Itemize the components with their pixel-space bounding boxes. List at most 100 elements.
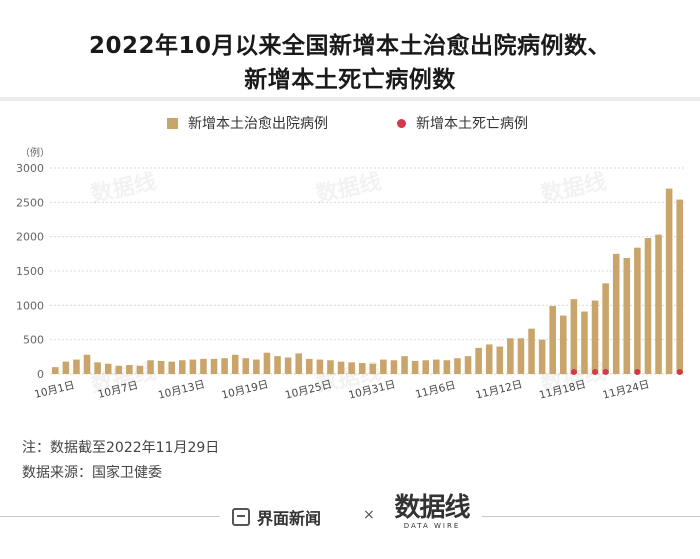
bar: [422, 360, 429, 374]
bar: [443, 360, 451, 374]
bar: [274, 356, 281, 374]
death-dot: [602, 369, 609, 375]
bar: [507, 338, 514, 374]
bar: [147, 360, 154, 374]
legend-item-recovered: 新增本土治愈出院病例: [167, 113, 328, 133]
bar: [485, 344, 493, 374]
x-tick-label: 10月25日: [284, 378, 333, 401]
bar: [348, 362, 355, 374]
legend-item-deaths: 新增本土死亡病例: [397, 113, 528, 133]
legend-swatch-deaths: [397, 118, 406, 128]
bar: [676, 199, 683, 374]
bar: [358, 363, 366, 374]
bar: [369, 363, 377, 374]
bar-chart: （例）050010001500200025003000数据线 数据线 数据线数据线数…: [16, 146, 685, 402]
x-tick-label: 11月12日: [474, 378, 523, 401]
y-tick-label: 0: [37, 368, 44, 381]
legend-label-recovered: 新增本土治愈出院病例: [188, 116, 328, 132]
y-tick-label: 500: [23, 334, 44, 347]
bar: [284, 357, 292, 374]
bar: [136, 365, 144, 374]
x-tick-label: 10月1日: [33, 379, 76, 401]
footer-divider-right: [482, 516, 700, 517]
y-tick-label: 1500: [16, 265, 44, 278]
bar: [570, 299, 578, 374]
brand-jiemian: 界面新闻: [232, 505, 321, 529]
bar: [242, 358, 250, 374]
x-tick-label: 10月13日: [157, 378, 206, 401]
y-tick-label: 2500: [16, 196, 44, 209]
bar: [62, 361, 70, 374]
chart-title-line-1: 2022年10月以来全国新增本土治愈出院病例数、: [88, 33, 612, 59]
bar: [496, 346, 504, 374]
bar: [464, 356, 472, 374]
bar: [380, 359, 387, 374]
legend: 新增本土治愈出院病例 新增本土死亡病例: [0, 113, 700, 135]
bar: [253, 359, 260, 374]
bar: [538, 339, 546, 374]
bar: [591, 300, 599, 374]
jiemian-logo-icon: [232, 508, 250, 526]
bar: [115, 365, 123, 374]
x-tick-label: 11月24日: [601, 378, 650, 401]
bar: [221, 358, 228, 374]
bar: [602, 283, 609, 374]
bar: [157, 360, 165, 374]
bar: [104, 363, 112, 374]
bar: [634, 247, 641, 374]
legend-swatch-recovered: [167, 117, 178, 129]
bar: [390, 360, 398, 374]
note-cutoff-date: 注：数据截至2022年11月29日: [22, 440, 220, 456]
y-axis-unit-label: （例）: [20, 146, 50, 159]
collab-sign: ×: [363, 507, 375, 523]
bar: [189, 359, 197, 374]
bar: [665, 188, 673, 374]
x-tick-label: 10月19日: [220, 378, 269, 401]
bar: [327, 360, 334, 374]
bar: [581, 311, 588, 374]
bar: [210, 358, 218, 374]
death-dot: [676, 369, 683, 375]
death-dot: [634, 369, 641, 375]
bar: [612, 253, 620, 374]
data-wire-logo: 数据线 DATA WIRE: [392, 494, 472, 530]
footer-divider-left: [0, 516, 220, 517]
death-dot: [592, 369, 599, 375]
x-tick-label: 11月6日: [414, 379, 457, 401]
watermark-text: 数据线: [314, 169, 384, 208]
bar: [231, 354, 239, 374]
bar: [623, 257, 631, 374]
title-divider: [0, 97, 700, 101]
y-tick-label: 1000: [16, 299, 44, 312]
bar: [94, 362, 101, 374]
bar: [655, 234, 662, 374]
bar: [316, 359, 324, 374]
bar: [549, 306, 556, 374]
bar: [295, 353, 302, 374]
bar: [411, 360, 419, 374]
bar: [528, 328, 535, 374]
bar: [179, 360, 186, 374]
bar: [52, 367, 59, 374]
bar: [337, 361, 345, 374]
legend-label-deaths: 新增本土死亡病例: [416, 116, 528, 132]
bar: [644, 238, 652, 374]
death-dot: [570, 369, 577, 375]
y-tick-label: 3000: [16, 162, 44, 175]
bar: [73, 359, 80, 374]
bar: [126, 365, 133, 374]
bar: [200, 358, 207, 374]
chart-title-line-2: 新增本土死亡病例数: [244, 67, 456, 93]
bar: [83, 354, 91, 374]
bar: [560, 315, 567, 374]
bar: [433, 359, 440, 374]
bar: [517, 338, 525, 374]
brand-name: 界面新闻: [257, 509, 322, 528]
bar: [168, 361, 175, 374]
bar: [475, 347, 482, 374]
note-source: 数据来源：国家卫健委: [22, 465, 162, 481]
y-tick-label: 2000: [16, 231, 44, 244]
bar: [306, 358, 313, 374]
data-wire-logo-subtext: DATA WIRE: [403, 522, 461, 530]
bar: [454, 358, 461, 374]
